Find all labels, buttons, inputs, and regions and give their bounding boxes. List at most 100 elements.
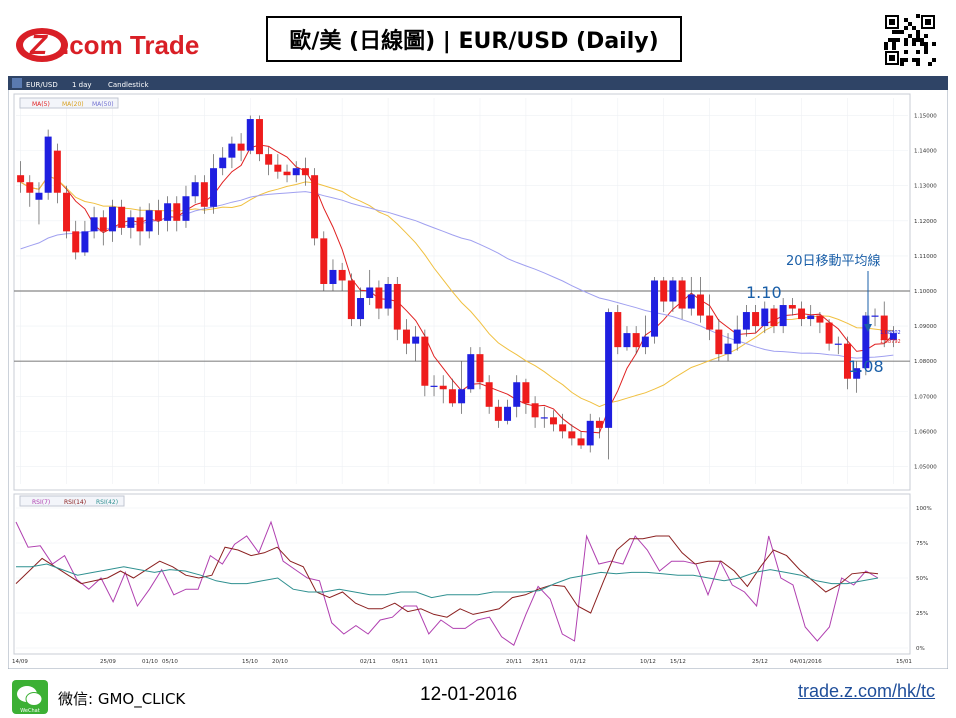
candle-down — [522, 382, 530, 404]
candle-down — [320, 238, 328, 284]
candle-down — [448, 389, 456, 404]
chart-window: EUR/USD 1 day Candlestick 1.15000 1.14000… — [7, 75, 949, 670]
candle-down — [825, 322, 833, 344]
timeframe-tab[interactable]: 1 day — [72, 81, 92, 89]
price-tag-1: 1.08802 — [880, 330, 901, 336]
candle-up — [889, 333, 897, 341]
date-tick-label: 02/11 — [360, 659, 376, 665]
candle-up — [90, 217, 98, 232]
candle-down — [568, 431, 576, 439]
candle-down — [136, 217, 144, 232]
candle-up — [384, 283, 392, 309]
candle-down — [549, 417, 557, 425]
candle-down — [173, 203, 181, 221]
candle-up — [651, 280, 659, 337]
candle-up — [430, 385, 438, 387]
candle-down — [375, 287, 383, 309]
candle-down — [494, 406, 502, 421]
candle-down — [715, 329, 723, 355]
candle-up — [228, 143, 236, 158]
level-108-label: 1.08 — [848, 357, 884, 376]
candle-up — [467, 354, 475, 390]
price-axis: 1.15000 1.14000 1.13000 1.12000 1.11000 1.100… — [914, 114, 937, 471]
price-tick-label: 1.05000 — [914, 464, 937, 470]
candle-up — [357, 298, 365, 320]
price-tag-2: 1.08792 — [880, 339, 901, 345]
candle-down — [338, 269, 346, 281]
candle-up — [687, 294, 695, 309]
rsi-panel — [13, 493, 911, 655]
price-tick-label: 1.06000 — [914, 429, 937, 435]
chart-style-tab[interactable]: Candlestick — [108, 81, 149, 89]
candle-down — [595, 420, 603, 428]
candle-down — [559, 424, 567, 432]
candle-down — [72, 231, 80, 253]
logo-z: Z — [29, 29, 48, 60]
rsi-legend: RSI(7) RSI(14) RSI(42) — [19, 495, 125, 507]
candle-up — [219, 157, 227, 169]
candle-down — [476, 354, 484, 383]
price-tick-label: 1.08000 — [914, 359, 937, 365]
candle-up — [246, 119, 254, 151]
rsi-lines — [15, 520, 879, 646]
rsi-line-2 — [15, 535, 879, 618]
candle-down — [531, 403, 539, 418]
candle-up — [329, 269, 337, 284]
date-tick-label: 15/12 — [670, 659, 686, 665]
candle-up — [127, 217, 135, 228]
candle-up — [164, 203, 172, 221]
date-axis: 14/09 25/09 01/10 05/10 15/10 20/10 02/11 05/11… — [12, 659, 912, 665]
candle-down — [632, 333, 640, 348]
price-panel — [13, 93, 911, 491]
date-tick-label: 01/12 — [570, 659, 586, 665]
rsi-tick-label: 50% — [916, 576, 928, 582]
candle-down — [255, 119, 263, 155]
candle-up — [605, 312, 613, 428]
candle-down — [301, 168, 309, 176]
candle-down — [770, 308, 778, 327]
candle-down — [706, 315, 714, 330]
date-tick-label: 15/10 — [242, 659, 258, 665]
rsi-axis: 100% 75% 50% 25% 0% — [916, 506, 932, 652]
candle-up — [623, 333, 631, 348]
chart-toolbar-tabs: EUR/USD 1 day Candlestick — [12, 78, 149, 89]
date-tick-label: 10/11 — [422, 659, 438, 665]
ma20-arrowhead — [864, 324, 872, 332]
legend-rsi42: RSI(42) — [96, 499, 118, 506]
candle-up — [44, 136, 52, 193]
candle-up — [210, 168, 218, 207]
rsi-tick-label: 75% — [916, 541, 928, 547]
candle-down — [788, 305, 796, 309]
qr-code-icon — [884, 14, 936, 66]
candle-down — [17, 175, 25, 183]
date-tick-label: 04/01/2016 — [790, 659, 822, 665]
candle-up — [724, 343, 732, 355]
candle-down — [696, 294, 704, 316]
candle-up — [853, 368, 861, 379]
candle-up — [35, 192, 43, 200]
candle-up — [513, 382, 521, 407]
rsi-tick-label: 25% — [916, 611, 928, 617]
candle-down — [237, 143, 245, 151]
candle-up — [458, 389, 466, 404]
candle-down — [200, 182, 208, 207]
candle-up — [742, 312, 750, 330]
logo-brand-text: .com Trade — [62, 30, 199, 60]
price-tick-label: 1.13000 — [914, 184, 937, 190]
candle-down — [311, 175, 319, 239]
candle-down — [816, 315, 824, 323]
candle-down — [660, 280, 668, 302]
chart-toolbar — [8, 76, 948, 90]
date-tick-label: 05/11 — [392, 659, 408, 665]
candle-up — [641, 336, 649, 348]
candle-up — [761, 308, 769, 327]
candle-down — [880, 315, 888, 341]
website-link[interactable]: trade.z.com/hk/tc — [798, 681, 936, 701]
wechat-id: 微信: GMO_CLICK — [58, 690, 186, 708]
zcom-trade-logo: Z .com Trade — [12, 18, 212, 68]
legend-ma20: MA(20) — [62, 101, 84, 108]
candle-up — [145, 210, 153, 232]
candle-up — [871, 315, 879, 317]
legend-rsi14: RSI(14) — [64, 499, 86, 506]
symbol-tab[interactable]: EUR/USD — [26, 81, 58, 89]
